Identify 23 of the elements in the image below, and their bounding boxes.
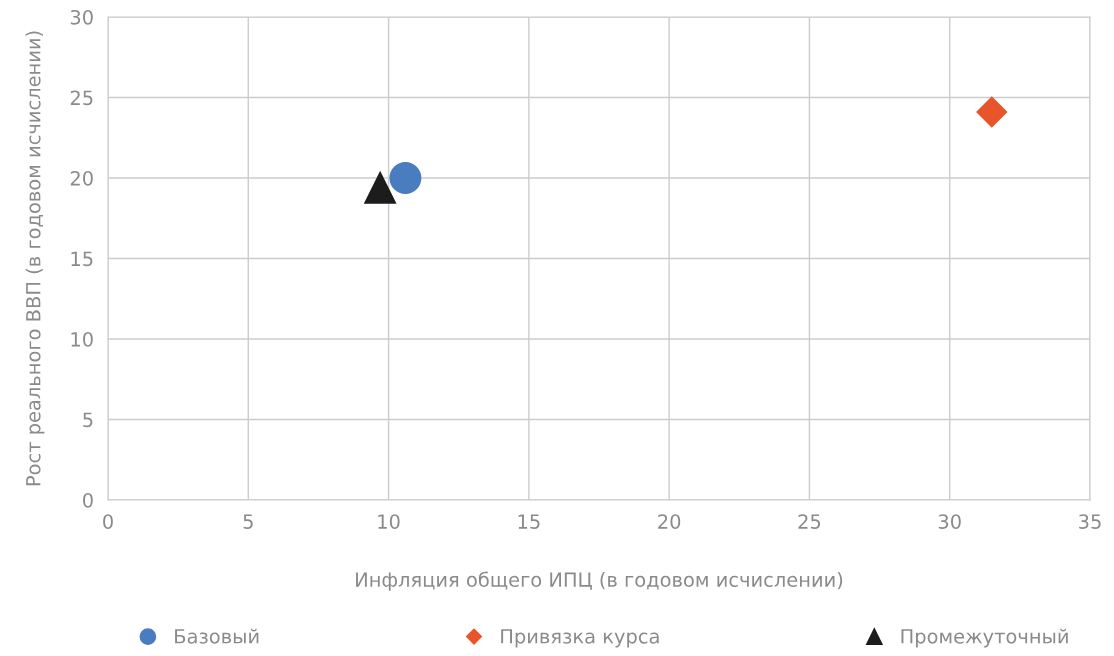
y-tick-label: 30 xyxy=(70,9,93,25)
x-axis-title: Инфляция общего ИПЦ (в годовом исчислении) xyxy=(356,571,843,591)
point xyxy=(389,162,422,194)
y-tick-label: 20 xyxy=(70,170,93,186)
x-tick-label: 5 xyxy=(243,514,253,529)
y-tick-label: 0 xyxy=(83,492,93,508)
point xyxy=(976,96,1008,128)
x-tick-label: 0 xyxy=(103,514,113,529)
legend-label: Базовый xyxy=(175,628,259,644)
x-tick-label: 35 xyxy=(1079,514,1101,529)
x-tick-label: 10 xyxy=(378,514,400,529)
legend-label: Промежуточный xyxy=(901,628,1068,648)
y-axis-title: Рост реального ВВП (в годовом исчислении) xyxy=(25,31,45,486)
x-tick-label: 20 xyxy=(658,514,681,529)
y-tick-label: 15 xyxy=(71,251,93,267)
point xyxy=(364,171,397,204)
x-tick-label: 30 xyxy=(938,514,961,529)
legend-label: Привязка курса xyxy=(501,629,659,648)
x-tick-label: 25 xyxy=(798,514,821,529)
x-tick-label: 15 xyxy=(518,514,540,529)
y-tick-label: 5 xyxy=(83,412,93,428)
y-tick-label: 25 xyxy=(70,90,93,106)
y-tick-label: 10 xyxy=(71,331,93,347)
